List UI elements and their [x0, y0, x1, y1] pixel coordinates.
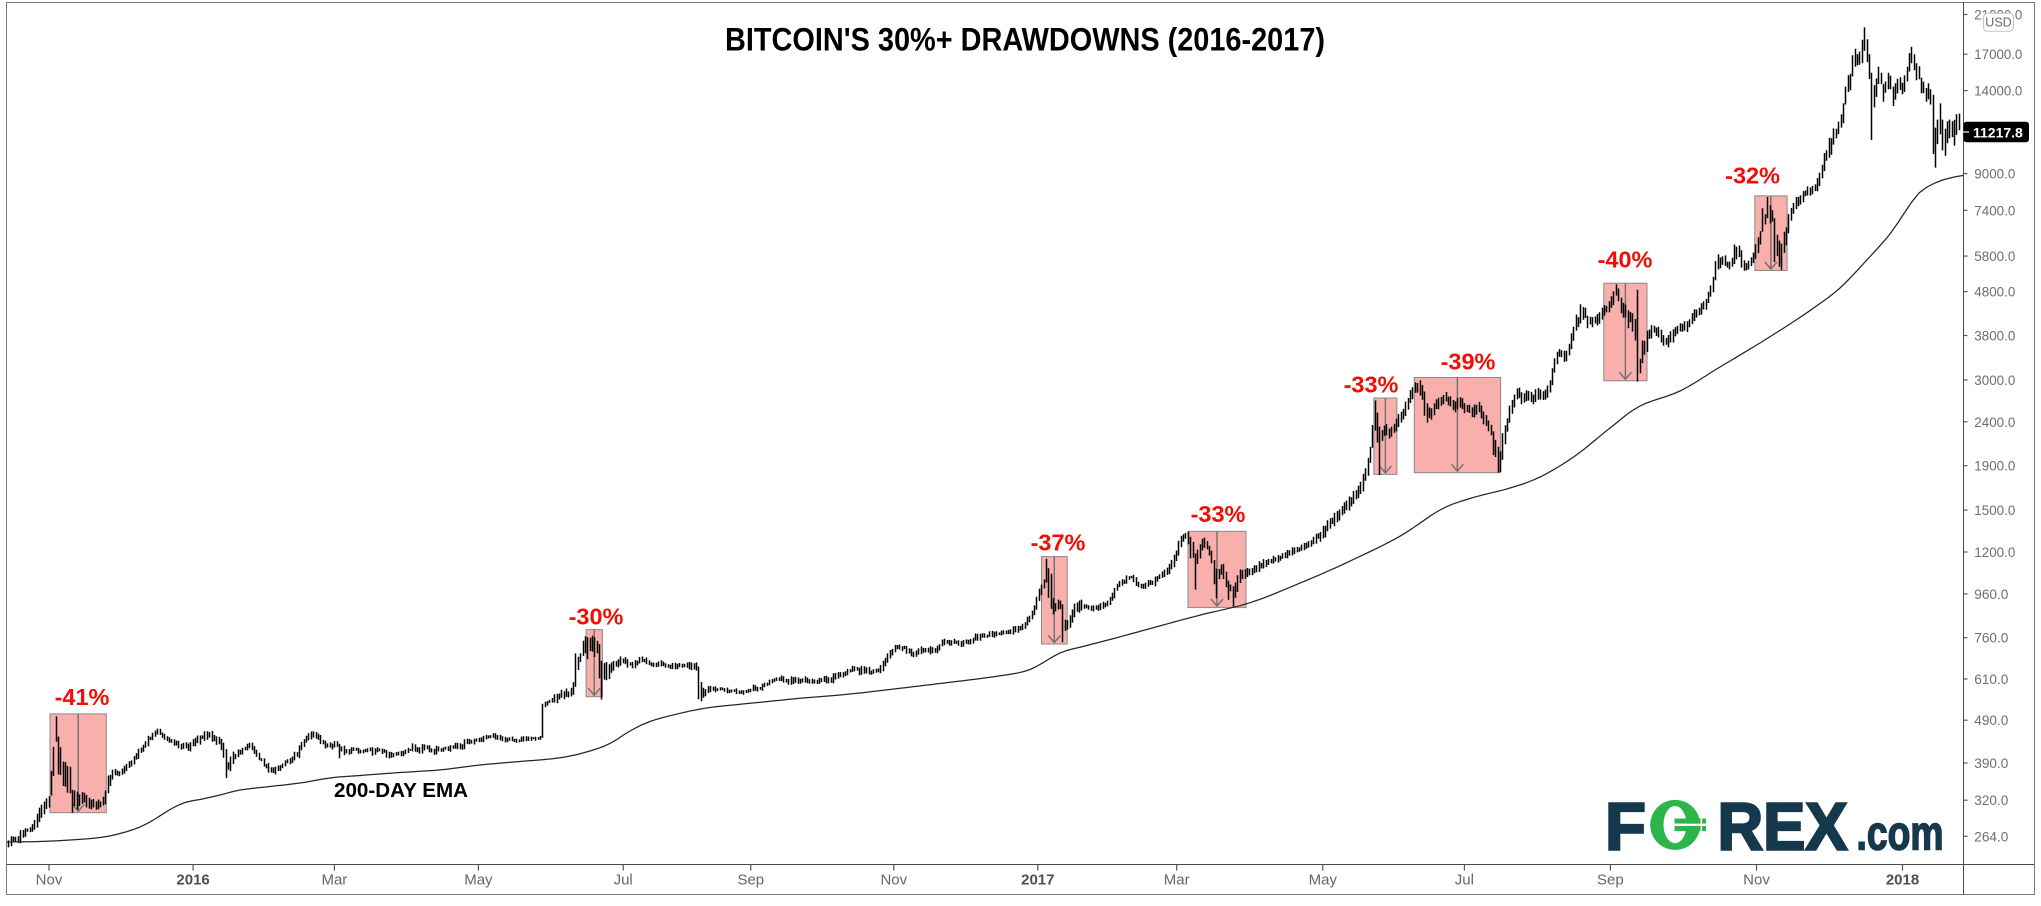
svg-text:14000.0: 14000.0	[1974, 83, 2022, 99]
svg-text:610.0: 610.0	[1974, 671, 2008, 687]
svg-text:.com: .com	[1857, 808, 1944, 861]
svg-text:Mar: Mar	[321, 872, 347, 889]
svg-text:9000.0: 9000.0	[1974, 166, 2015, 182]
svg-text:Sep: Sep	[1597, 872, 1624, 889]
svg-text:May: May	[464, 872, 493, 889]
svg-text:Nov: Nov	[1743, 872, 1770, 889]
svg-text:1500.0: 1500.0	[1974, 502, 2015, 518]
svg-text:Nov: Nov	[36, 872, 63, 889]
svg-text:2018: 2018	[1886, 872, 1919, 889]
svg-text:-40%: -40%	[1598, 247, 1653, 273]
svg-text:Jul: Jul	[614, 872, 633, 889]
svg-text:760.0: 760.0	[1974, 630, 2008, 646]
svg-text:F: F	[1605, 790, 1646, 865]
svg-text:Nov: Nov	[880, 872, 907, 889]
svg-text:1900.0: 1900.0	[1974, 458, 2015, 474]
svg-text:Sep: Sep	[737, 872, 764, 889]
svg-text:7400.0: 7400.0	[1974, 202, 2015, 218]
svg-text:-32%: -32%	[1725, 163, 1780, 189]
svg-text:5800.0: 5800.0	[1974, 248, 2015, 264]
svg-text:17000.0: 17000.0	[1974, 46, 2022, 62]
svg-text:-41%: -41%	[55, 684, 110, 710]
svg-text:2400.0: 2400.0	[1974, 414, 2015, 430]
svg-text:490.0: 490.0	[1974, 712, 2008, 728]
svg-text:BITCOIN'S 30%+ DRAWDOWNS (2016: BITCOIN'S 30%+ DRAWDOWNS (2016-2017)	[725, 22, 1325, 58]
svg-text:320.0: 320.0	[1974, 792, 2008, 808]
svg-text:USD: USD	[1985, 16, 2011, 30]
svg-text:390.0: 390.0	[1974, 755, 2008, 771]
svg-text:May: May	[1309, 872, 1338, 889]
svg-text:264.0: 264.0	[1974, 828, 2008, 844]
svg-text:2017: 2017	[1021, 872, 1054, 889]
svg-text:-30%: -30%	[569, 604, 624, 630]
svg-text:3800.0: 3800.0	[1974, 328, 2015, 344]
svg-text:3000.0: 3000.0	[1974, 372, 2015, 388]
svg-text:960.0: 960.0	[1974, 586, 2008, 602]
svg-text:11217.8: 11217.8	[1973, 124, 2023, 140]
svg-text:2016: 2016	[176, 872, 209, 889]
svg-text:-33%: -33%	[1191, 501, 1246, 527]
svg-text:REX: REX	[1718, 790, 1848, 865]
svg-text:Jul: Jul	[1455, 872, 1474, 889]
svg-text:4800.0: 4800.0	[1974, 284, 2015, 300]
svg-text:200-DAY EMA: 200-DAY EMA	[334, 780, 468, 802]
svg-text:-37%: -37%	[1031, 530, 1086, 556]
svg-text:Mar: Mar	[1164, 872, 1190, 889]
svg-text:1200.0: 1200.0	[1974, 544, 2015, 560]
svg-text:-39%: -39%	[1441, 348, 1496, 374]
svg-text:-33%: -33%	[1344, 372, 1399, 398]
